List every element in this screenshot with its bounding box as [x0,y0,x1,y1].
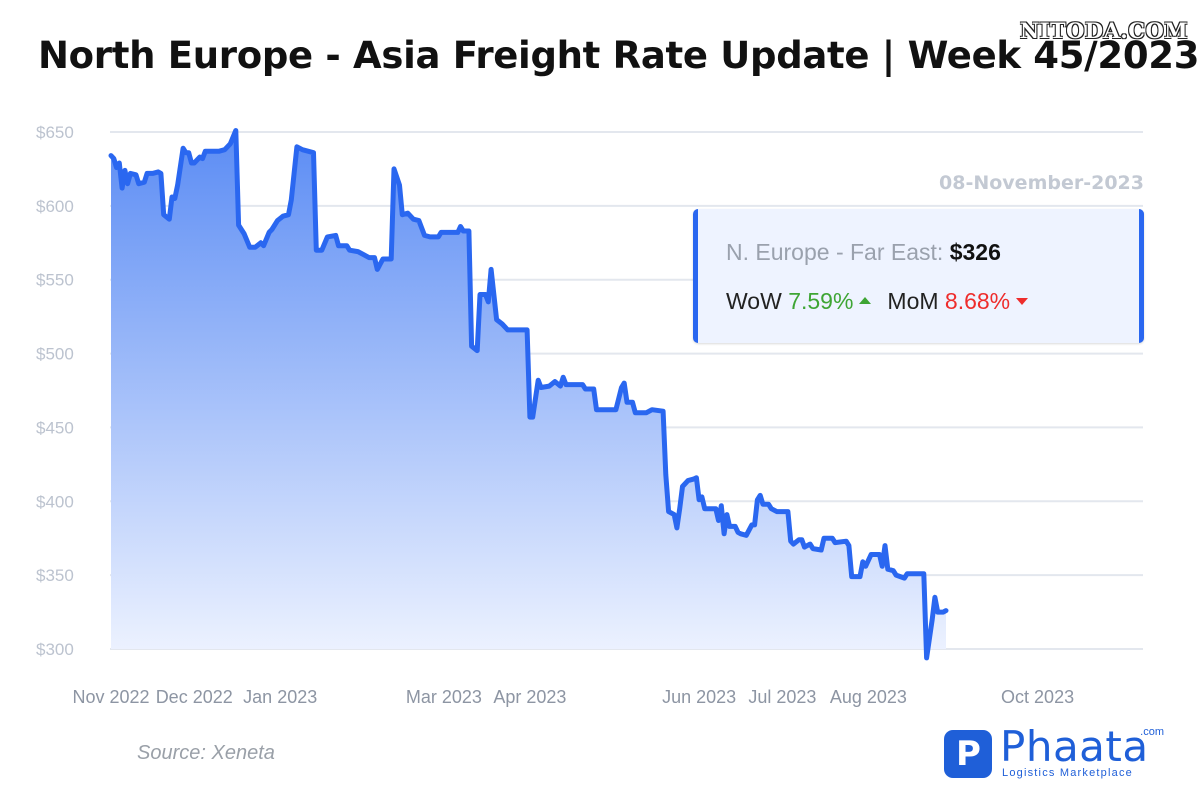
watermark: NITODA.COM [1019,18,1188,43]
x-tick-label: Nov 2022 [72,687,149,707]
x-tick-label: Mar 2023 [406,687,482,707]
rate-summary-box: N. Europe - Far East: $326 WoW 7.59% MoM … [693,209,1144,343]
wow-label: WoW [726,288,782,314]
x-tick-label: Jan 2023 [243,687,317,707]
y-tick-label: $350 [36,566,74,585]
source-note: Source: Xeneta [137,742,275,764]
route-label: N. Europe - Far East: [726,239,944,265]
y-tick-label: $450 [36,418,74,437]
x-tick-label: Oct 2023 [1001,687,1074,707]
x-tick-label: Jun 2023 [662,687,736,707]
route-rate-line: N. Europe - Far East: $326 [726,239,1001,266]
y-tick-label: $400 [36,492,74,511]
mom-label: MoM [887,288,939,314]
wow-value: 7.59% [788,288,854,314]
logo-name: Phaata [1000,722,1149,771]
y-tick-label: $600 [36,197,74,216]
x-tick-label: Aug 2023 [830,687,907,707]
page-title: North Europe - Asia Freight Rate Update … [38,34,1200,77]
report-date: 08-November-2023 [939,172,1144,194]
logo-tagline: Logistics Marketplace [1002,767,1133,779]
triangle-up-icon [859,297,872,305]
x-tick-label: Apr 2023 [493,687,566,707]
y-tick-label: $550 [36,271,74,290]
y-tick-label: $500 [36,345,74,364]
x-tick-label: Jul 2023 [748,687,816,707]
route-value: $326 [949,239,1001,265]
y-tick-label: $300 [36,640,74,659]
x-tick-label: Dec 2022 [156,687,233,707]
rate-line [108,128,949,661]
change-line: WoW 7.59% MoM 8.68% [726,288,1029,315]
triangle-down-icon [1016,298,1029,306]
y-tick-label: $650 [36,123,74,142]
logo-mark: P [944,730,992,778]
logo-com: .com [1140,726,1164,738]
mom-value: 8.68% [944,288,1011,314]
phaata-logo: P Phaata .com Logistics Marketplace [944,722,1168,782]
